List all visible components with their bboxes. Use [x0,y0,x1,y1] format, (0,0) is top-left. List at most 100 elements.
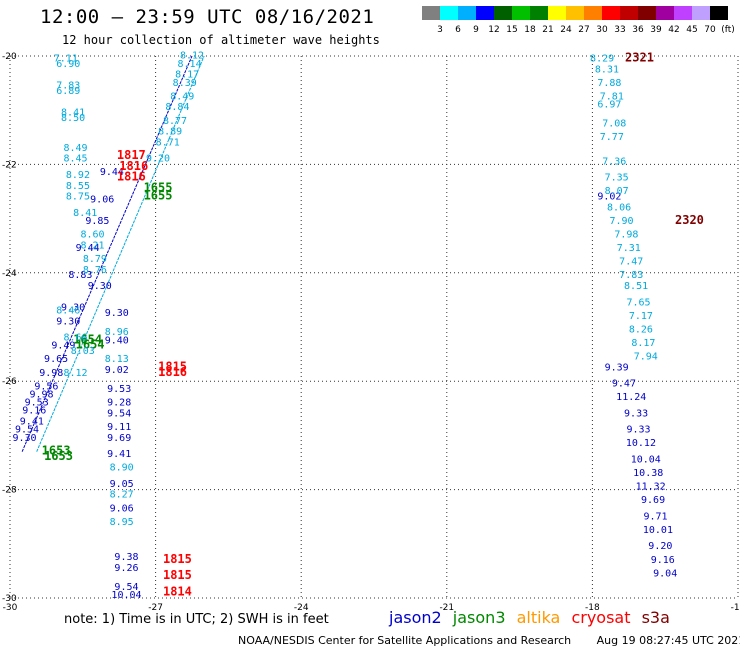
legend-cryosat: cryosat [571,608,631,627]
wave-height-label: 9.38 [114,552,138,563]
wave-height-label: 8.17 [175,70,199,81]
wave-height-label: 8.46 [56,305,80,316]
wave-height-label: 9.16 [22,406,46,417]
color-scale-label: 45 [686,25,697,35]
y-tick-label: -24 [2,269,17,279]
pass-time-label: 1655 [144,189,173,203]
wave-height-label: 10.12 [626,438,656,449]
pass-time-label: 1816 [119,159,148,173]
wave-height-label: 8.21 [80,240,104,251]
wave-height-label: 7.94 [634,352,658,363]
wave-height-label: 8.27 [110,490,134,501]
legend-jason3: jason3 [452,608,506,627]
wave-height-label: 9.69 [641,495,665,506]
wave-height-label: 8.49 [63,143,87,154]
x-tick-label: -24 [294,603,309,613]
wave-height-label: 8.41 [61,108,85,119]
wave-height-label: 7.98 [614,230,638,241]
wave-height-label: 7.83 [619,270,643,281]
color-swatch [602,6,620,20]
color-scale-label: 36 [632,25,644,35]
wave-height-label: 9.30 [88,281,112,292]
pass-time-label: 1815 [163,552,192,566]
wave-height-label: 8.41 [73,208,97,219]
color-swatch [494,6,512,20]
wave-height-label: 9.44 [76,243,100,254]
wave-height-label: 8.13 [105,354,129,365]
wave-height-label: 9.40 [105,335,129,346]
wave-height-label: 9.56 [34,381,58,392]
wave-height-label: 8.60 [80,230,104,241]
wave-height-label: 9.30 [105,308,129,319]
wave-height-label: 9.02 [105,365,129,376]
pass-time-label: 1816 [117,170,146,184]
color-scale-label: 9 [473,25,479,35]
color-scale-legend: 3 6 9 12 15 18 21 24 27 30 33 36 39 42 45 70 (ft) [422,6,735,35]
pass-time-label: 2320 [675,213,704,227]
wave-height-label: 10.04 [111,590,141,601]
color-swatch [566,6,584,20]
satellite-legend: jason2 jason3 altika cryosat s3a [389,608,676,627]
page-title: 12:00 – 23:59 UTC 08/16/2021 [40,6,375,28]
wave-height-label: 8.84 [165,102,189,113]
wave-height-label: 9.65 [44,354,68,365]
pass-time-label: 1654 [76,338,105,352]
wave-height-label: 7.11 [54,53,78,64]
wave-height-label: 10.01 [643,525,673,536]
wave-height-label: 9.16 [651,555,675,566]
color-swatch [458,6,476,20]
ground-track-line [36,55,205,452]
wave-height-label: 8.07 [605,186,629,197]
wave-height-label: 6.89 [56,86,80,97]
color-swatch [584,6,602,20]
wave-height-label: 8.26 [629,324,653,335]
wave-height-label: 9.54 [107,408,131,419]
y-tick-label: -28 [2,486,17,496]
color-scale-label: 33 [614,25,625,35]
wave-height-label: 8.17 [631,338,655,349]
wave-height-label: 9.98 [39,368,63,379]
x-tick-label: -27 [148,603,163,613]
y-tick-label: -20 [2,52,17,62]
wave-height-label: 7.47 [619,257,643,268]
wave-height-label: 8.95 [110,517,134,528]
color-swatch [656,6,674,20]
wave-height-label: 7.77 [600,132,624,143]
color-scale-label: 3 [437,25,443,35]
wave-height-label: 8.06 [607,202,631,213]
pass-time-label: 1653 [42,443,71,457]
wave-height-label: 9.71 [643,511,667,522]
wave-height-label: 9.02 [597,192,621,203]
pass-time-label: 2321 [625,50,654,64]
wave-height-label: 8.03 [71,346,95,357]
wave-height-label: 7.88 [597,78,621,89]
wave-height-label: 7.90 [609,216,633,227]
x-tick-label: -15 [731,603,740,613]
wave-height-label: 7.17 [629,311,653,322]
wave-height-label: 8.92 [66,170,90,181]
wave-height-label: 9.30 [61,303,85,314]
wave-height-label: 7.83 [56,81,80,92]
color-scale-label: 24 [560,25,572,35]
wave-height-label: 9.30 [13,433,37,444]
x-tick-label: -30 [3,603,18,613]
color-swatch [548,6,566,20]
wave-height-label: 7.31 [617,243,641,254]
color-swatch [440,6,458,20]
wave-height-label: 8.55 [66,181,90,192]
wave-height-label: 8.51 [624,281,648,292]
color-scale-label: 15 [506,25,517,35]
color-scale-label: 30 [596,25,608,35]
wave-height-label: 9.69 [107,433,131,444]
wave-height-label: 7.36 [602,156,626,167]
wave-height-label: 9.26 [114,563,138,574]
wave-height-label: 9.30 [56,316,80,327]
footnote: note: 1) Time is in UTC; 2) SWH is in fe… [64,612,329,627]
pass-time-label: 1655 [144,181,173,195]
color-swatch [620,6,638,20]
wave-height-label: 9.49 [51,341,75,352]
y-tick-label: -22 [2,160,17,170]
wave-height-label: 9.28 [107,398,131,409]
pass-time-label: 1817 [117,148,146,162]
color-scale-unit: (ft) [721,25,735,35]
